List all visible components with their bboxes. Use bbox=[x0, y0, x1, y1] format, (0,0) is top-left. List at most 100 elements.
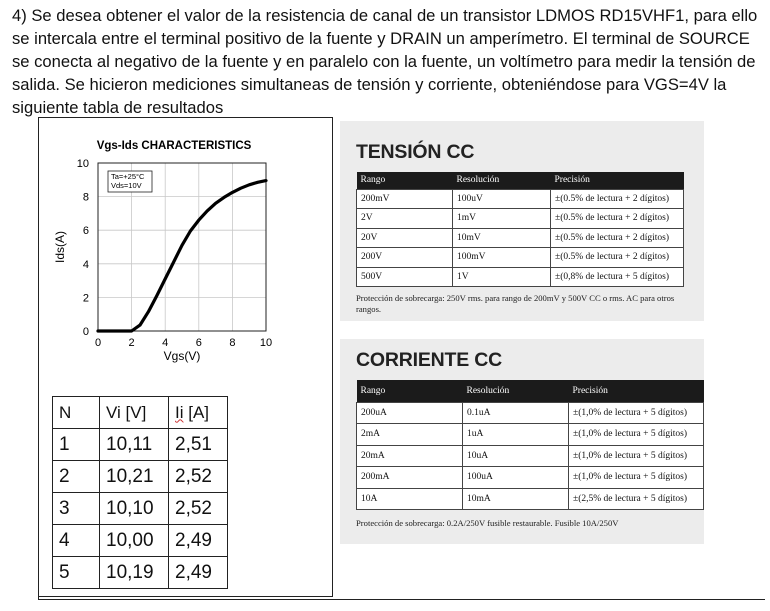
cell-precision: ±(0,8% de lectura + 5 dígitos) bbox=[550, 266, 684, 287]
table-row: 200mA 100uA ±(1,0% de lectura + 5 dígitos) bbox=[356, 466, 704, 489]
table-row: 200V 100mV ±(0.5% de lectura + 2 dígitos) bbox=[356, 247, 684, 268]
cell-resolucion: 1mV bbox=[452, 208, 551, 229]
cell-resolucion: 10uA bbox=[462, 444, 569, 467]
chart-y-tick-label: 4 bbox=[83, 259, 89, 271]
table-row: 2V 1mV ±(0.5% de lectura + 2 dígitos) bbox=[356, 208, 684, 229]
header-ii-unit: [A] bbox=[188, 402, 210, 422]
chart-legend-box bbox=[107, 170, 153, 193]
cell-vi: 10,10 bbox=[99, 492, 169, 525]
cell-rango: 200mV bbox=[356, 188, 453, 209]
cell-rango: 20mA bbox=[356, 444, 463, 467]
table-row: 2mA 1uA ±(1,0% de lectura + 5 dígitos) bbox=[356, 423, 704, 446]
cell-vi: 10,19 bbox=[99, 556, 169, 589]
table-row: 500V 1V ±(0,8% de lectura + 5 dígitos) bbox=[356, 266, 684, 287]
cell-resolucion: 0.1uA bbox=[462, 401, 569, 424]
chart-series-line bbox=[96, 179, 268, 333]
cell-vi: 10,11 bbox=[99, 428, 169, 461]
cell-precision: ±(0.5% de lectura + 2 dígitos) bbox=[550, 227, 684, 248]
table-row: 200mV 100uV ±(0.5% de lectura + 2 dígitos) bbox=[356, 188, 684, 209]
table-row: 4 10,00 2,49 bbox=[52, 524, 228, 557]
chart-plot-border bbox=[97, 162, 267, 332]
chart-x-axis-label: Vgs(V) bbox=[164, 349, 201, 363]
cell-rango: 2mA bbox=[356, 423, 463, 446]
tension-cc-header-rango: Rango bbox=[356, 172, 453, 189]
table-row: 200uA 0.1uA ±(1,0% de lectura + 5 dígitos) bbox=[356, 401, 704, 424]
table-row: 10A 10mA ±(2,5% de lectura + 5 dígitos) bbox=[356, 487, 704, 510]
inner-frame bbox=[38, 117, 333, 597]
cell-n: 3 bbox=[52, 492, 100, 525]
tension-cc-title: TENSIÓN CC bbox=[356, 141, 475, 163]
chart-title: Vgs-Ids CHARACTERISTICS bbox=[97, 140, 252, 152]
chart-x-tick-label: 0 bbox=[95, 337, 101, 349]
header-vi: Vi [V] bbox=[99, 396, 169, 429]
cell-n: 4 bbox=[52, 524, 100, 557]
table-header-row: N Vi [V] Ii [A] bbox=[52, 396, 228, 429]
corriente-cc-header-row: Rango Resolución Precisión bbox=[356, 380, 704, 402]
cell-ii: 2,52 bbox=[168, 492, 228, 525]
tension-cc-header-row: Rango Resolución Precisión bbox=[356, 172, 684, 189]
cell-precision: ±(1,0% de lectura + 5 dígitos) bbox=[568, 401, 704, 424]
cell-ii: 2,51 bbox=[168, 428, 228, 461]
cell-precision: ±(0.5% de lectura + 2 dígitos) bbox=[550, 188, 684, 209]
chart-x-tick-label: 10 bbox=[260, 337, 272, 349]
table-row: 5 10,19 2,49 bbox=[52, 556, 228, 589]
header-ii-symbol: Ii bbox=[175, 402, 184, 422]
chart-y-tick-label: 6 bbox=[83, 225, 89, 237]
table-row: 1 10,11 2,51 bbox=[52, 428, 228, 461]
corriente-cc-table: Rango Resolución Precisión 200uA 0.1uA ±(1… bbox=[356, 380, 704, 510]
cell-ii: 2,49 bbox=[168, 556, 228, 589]
chart-x-tick-label: 4 bbox=[162, 337, 168, 349]
cell-resolucion: 100uA bbox=[462, 466, 569, 489]
cell-rango: 500V bbox=[356, 266, 453, 287]
chart-y-axis-label: Ids(A) bbox=[53, 231, 67, 263]
cell-ii: 2,49 bbox=[168, 524, 228, 557]
table-row: 2 10,21 2,52 bbox=[52, 460, 228, 493]
cell-rango: 20V bbox=[356, 227, 453, 248]
corriente-cc-header-resolucion: Resolución bbox=[462, 380, 569, 402]
chart-y-tick-label: 10 bbox=[77, 158, 89, 170]
cell-precision: ±(0.5% de lectura + 2 dígitos) bbox=[550, 247, 684, 268]
cell-vi: 10,21 bbox=[99, 460, 169, 493]
corriente-cc-header-rango: Rango bbox=[356, 380, 463, 402]
chart-legend-entry: Ta=+25°C bbox=[111, 172, 145, 181]
cell-rango: 200uA bbox=[356, 401, 463, 424]
corriente-cc-panel: CORRIENTE CC Rango Resolución Precisión … bbox=[340, 339, 704, 544]
tension-cc-table: Rango Resolución Precisión 200mV 100uV ±(0… bbox=[356, 172, 684, 287]
cell-resolucion: 1V bbox=[452, 266, 551, 287]
chart-x-tick-label: 8 bbox=[229, 337, 235, 349]
cell-n: 2 bbox=[52, 460, 100, 493]
chart-x-tick-label: 6 bbox=[196, 337, 202, 349]
corriente-cc-title: CORRIENTE CC bbox=[356, 349, 503, 371]
tension-cc-header-resolucion: Resolución bbox=[452, 172, 551, 189]
table-row: 3 10,10 2,52 bbox=[52, 492, 228, 525]
cell-resolucion: 10mA bbox=[462, 487, 569, 510]
cell-rango: 2V bbox=[356, 208, 453, 229]
tension-cc-panel: TENSIÓN CC Rango Resolución Precisión 20… bbox=[340, 121, 704, 321]
cell-vi: 10,00 bbox=[99, 524, 169, 557]
cell-precision: ±(0.5% de lectura + 2 dígitos) bbox=[550, 208, 684, 229]
cell-rango: 200V bbox=[356, 247, 453, 268]
header-ii: Ii [A] bbox=[168, 396, 228, 429]
cell-precision: ±(2,5% de lectura + 5 dígitos) bbox=[568, 487, 704, 510]
vgs-ids-chart: Vgs-Ids CHARACTERISTICS Ids(A) Vgs(V) 0 2… bbox=[53, 140, 272, 363]
chart-y-tick-label: 2 bbox=[83, 292, 89, 304]
cell-resolucion: 1uA bbox=[462, 423, 569, 446]
measurements-table: N Vi [V] Ii [A] 1 10,11 2,51 2 10,21 2,5… bbox=[52, 396, 228, 589]
cell-precision: ±(1,0% de lectura + 5 dígitos) bbox=[568, 444, 704, 467]
table-row: 20mA 10uA ±(1,0% de lectura + 5 dígitos) bbox=[356, 444, 704, 467]
chart-legend: Ta=+25°C Vds=10V bbox=[107, 170, 153, 193]
cell-rango: 200mA bbox=[356, 466, 463, 489]
chart-y-tick-label: 0 bbox=[83, 326, 89, 338]
chart-y-tick-label: 8 bbox=[83, 192, 89, 204]
chart-x-tick-label: 2 bbox=[129, 337, 135, 349]
table-row: 20V 10mV ±(0.5% de lectura + 2 dígitos) bbox=[356, 227, 684, 248]
cell-precision: ±(1,0% de lectura + 5 dígitos) bbox=[568, 423, 704, 446]
corriente-cc-note: Protección de sobrecarga: 0.2A/250V fusi… bbox=[356, 518, 619, 528]
tension-cc-header-precision: Precisión bbox=[550, 172, 684, 189]
chart-tick-labels: 0 2 4 6 8 10 0 2 4 6 8 10 bbox=[77, 158, 272, 349]
tension-cc-note: Protección de sobrecarga: 250V rms. para… bbox=[356, 293, 675, 314]
problem-statement: 4) Se desea obtener el valor de la resis… bbox=[12, 6, 758, 117]
cell-resolucion: 100uV bbox=[452, 188, 551, 209]
cell-resolucion: 10mV bbox=[452, 227, 551, 248]
chart-legend-entry: Vds=10V bbox=[111, 181, 142, 190]
